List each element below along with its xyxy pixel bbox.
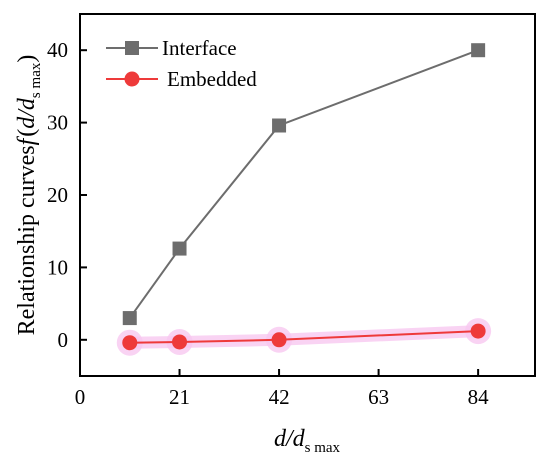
data-point-interface	[272, 118, 287, 133]
y-axis-title-paren-open: (	[14, 129, 40, 137]
y-tick-label: 30	[47, 111, 68, 135]
y-axis-title-func: f	[14, 135, 40, 145]
data-point-embedded	[172, 334, 188, 350]
series-line-interface	[128, 49, 479, 319]
y-tick-label: 20	[47, 183, 68, 207]
x-axis-title-sub: s max	[305, 440, 341, 456]
legend-square-marker-icon	[125, 41, 139, 55]
x-axis-title: d/ds max	[274, 426, 341, 456]
plot-frame	[79, 13, 536, 377]
y-axis-title-main: Relationship curves	[14, 145, 40, 335]
data-point-interface	[172, 241, 187, 256]
legend: Interface Embedded	[106, 36, 257, 91]
x-tick-label: 21	[169, 385, 190, 409]
y-axis-title-ratio: d/d	[14, 97, 40, 129]
legend-label-embedded: Embedded	[167, 67, 257, 91]
x-tick-label: 84	[468, 385, 490, 409]
y-tick-label: 40	[47, 38, 68, 62]
legend-label-interface: Interface	[162, 36, 237, 60]
x-tick-label: 42	[269, 385, 290, 409]
y-axis-title-paren-close: )	[14, 55, 40, 63]
data-point-interface	[122, 311, 137, 326]
series-layer	[116, 43, 492, 356]
data-point-embedded	[470, 323, 486, 339]
data-point-embedded	[122, 335, 138, 351]
data-point-embedded	[271, 332, 287, 348]
legend-item-embedded: Embedded	[106, 67, 257, 91]
y-tick-label: 0	[58, 328, 69, 352]
data-point-interface	[471, 43, 486, 58]
y-tick-label: 10	[47, 255, 68, 279]
y-axis-ticks: 0 10 20 30 40	[47, 38, 87, 352]
series-line-embedded	[129, 330, 479, 344]
legend-item-interface: Interface	[106, 36, 237, 60]
y-axis-title-sub: s max	[28, 62, 44, 98]
x-tick-label: 0	[75, 385, 86, 409]
x-axis-ticks: 0 21 42 63 84	[75, 369, 489, 409]
legend-circle-marker-icon	[124, 71, 140, 87]
x-tick-label: 63	[368, 385, 389, 409]
y-axis-title: Relationship curvesf(d/ds max)	[14, 55, 44, 336]
x-axis-title-main: d/d	[274, 426, 306, 452]
